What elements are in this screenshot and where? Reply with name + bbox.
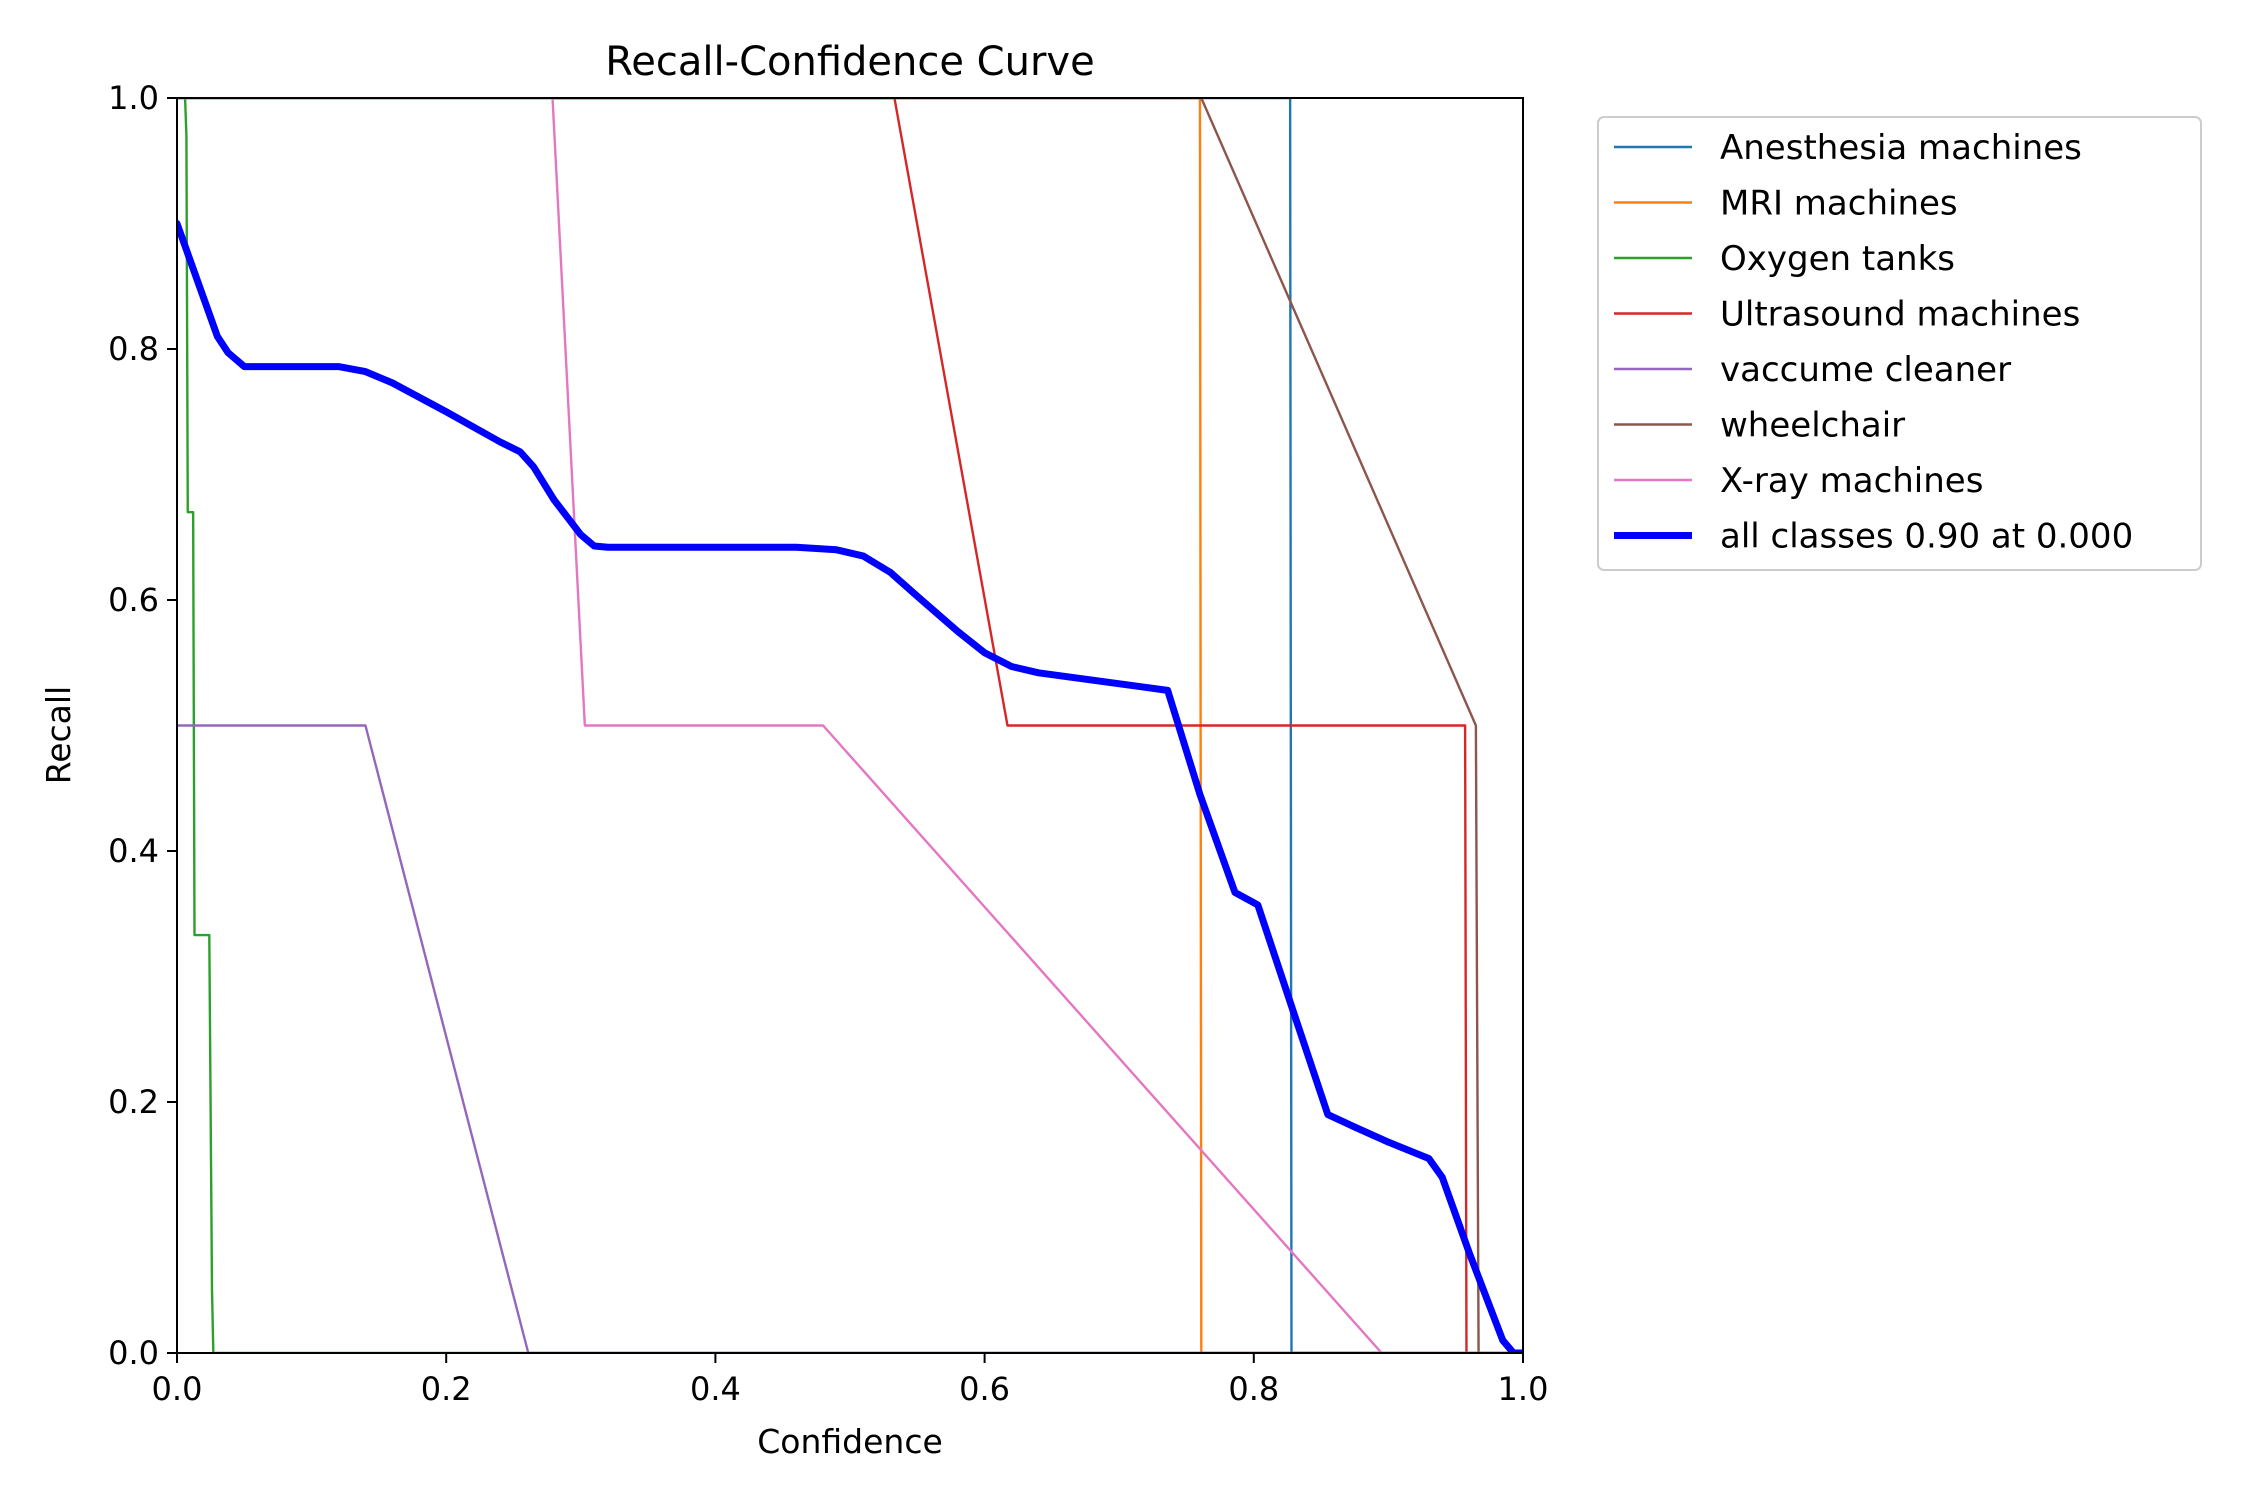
- y-tick-label: 0.0: [108, 1334, 159, 1372]
- plot-series-group: [177, 98, 1523, 1353]
- legend-label: vaccume cleaner: [1720, 350, 2011, 390]
- x-tick-label: 1.0: [1498, 1370, 1549, 1408]
- x-tick-label: 0.6: [959, 1370, 1010, 1408]
- legend-label: X-ray machines: [1720, 461, 1983, 501]
- series-line-oxygen-tanks: [177, 98, 1523, 1353]
- series-line-all-classes-0-90-at-0-000: [177, 220, 1523, 1353]
- legend-label: Oxygen tanks: [1720, 239, 1955, 279]
- legend-label: MRI machines: [1720, 184, 1958, 224]
- x-tick-label: 0.2: [421, 1370, 472, 1408]
- legend: Anesthesia machines MRI machines Oxygen ta…: [1597, 116, 2202, 571]
- y-tick-label: 0.6: [108, 581, 159, 619]
- y-tick-label: 0.4: [108, 832, 159, 870]
- chart-title: Recall-Confidence Curve: [605, 39, 1094, 85]
- x-tick-label: 0.0: [152, 1370, 203, 1408]
- legend-box: [1597, 116, 2202, 571]
- series-line-vaccume-cleaner: [177, 724, 1523, 1353]
- legend-label: Ultrasound machines: [1720, 295, 2080, 335]
- series-line-ultrasound-machines: [177, 98, 1523, 1353]
- series-line-x-ray-machines: [177, 98, 1523, 1353]
- y-tick-label: 0.2: [108, 1083, 159, 1121]
- legend-label: Anesthesia machines: [1720, 128, 2082, 168]
- series-line-wheelchair: [177, 98, 1523, 1353]
- y-axis-title: Recall: [39, 686, 78, 784]
- x-axis-title: Confidence: [757, 1422, 943, 1461]
- x-tick-label: 0.8: [1228, 1370, 1279, 1408]
- plot-frame: [176, 97, 1524, 1354]
- legend-label: all classes 0.90 at 0.000: [1720, 517, 2133, 557]
- y-tick-label: 1.0: [108, 79, 159, 117]
- y-tick-label: 0.8: [108, 330, 159, 368]
- axes-group: 0.0 0.2 0.4 0.6 0.8 1.0 0.0 0.2 0.4 0.6 0.8 1.0: [108, 79, 1548, 1408]
- legend-label: wheelchair: [1720, 406, 1905, 446]
- x-tick-label: 0.4: [690, 1370, 741, 1408]
